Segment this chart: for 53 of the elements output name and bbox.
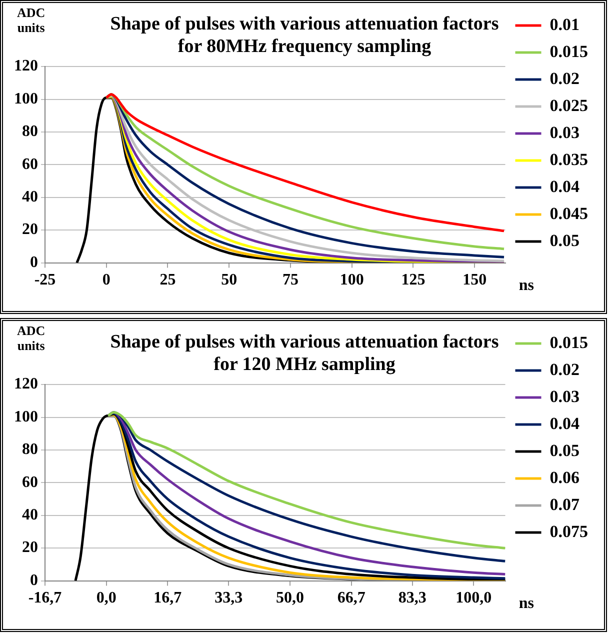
legend-label: 0.035	[550, 150, 588, 169]
y-tick-label: 120	[14, 376, 38, 393]
legend-label: 0.015	[550, 332, 588, 352]
y-tick-label: 80	[22, 441, 38, 458]
x-tick-label: 100	[340, 272, 364, 289]
legend-label: 0.06	[550, 468, 580, 487]
legend-label: 0.04	[550, 414, 580, 433]
legend-label: 0.01	[550, 14, 580, 34]
x-tick-label: 75	[282, 272, 298, 289]
legend-label: 0.03	[550, 386, 580, 406]
x-axis-title: ns	[518, 277, 534, 295]
x-tick-label: 50	[221, 272, 238, 289]
legend-label: 0.05	[550, 440, 580, 460]
y-tick-label: 20	[22, 539, 38, 556]
x-tick-label: -25	[34, 272, 56, 289]
y-tick-label: 80	[22, 123, 38, 140]
y-tick-label: 40	[22, 506, 38, 524]
x-tick-label: -16,7	[28, 590, 62, 607]
y-tick-label: 40	[22, 188, 38, 206]
legend-label: 0.075	[550, 522, 588, 541]
x-tick-label: 125	[401, 272, 426, 289]
legend-label: 0.045	[550, 204, 588, 223]
chart-title: Shape of pulses with various attenuation factors for 80MHz frequency sampling	[110, 13, 499, 58]
x-tick-label: 100,0	[456, 590, 492, 607]
x-tick-label: 0,0	[96, 590, 116, 607]
legend-label: 0.02	[550, 360, 580, 379]
legend-label: 0.04	[550, 176, 580, 196]
x-tick-label: 16,7	[154, 590, 182, 607]
y-tick-label: 120	[14, 58, 38, 75]
y-axis-title: ADC units	[17, 323, 46, 353]
x-tick-label: 33,3	[214, 590, 243, 607]
y-tick-label: 60	[22, 474, 38, 491]
y-axis-title: ADC units	[17, 5, 46, 35]
y-tick-label: 60	[22, 156, 38, 173]
legend-label: 0.025	[550, 96, 588, 115]
y-tick-label: 100	[14, 408, 38, 426]
legend-label: 0.015	[550, 42, 588, 61]
chart-title: Shape of pulses with various attenuation factors for 120 MHz sampling	[110, 331, 499, 376]
x-tick-label: 50,0	[276, 590, 304, 607]
x-tick-label: 0	[102, 272, 110, 289]
y-tick-label: 0	[30, 254, 38, 271]
legend-label: 0.05	[550, 230, 580, 250]
y-tick-label: 0	[30, 572, 38, 589]
legend-label: 0.03	[550, 122, 580, 142]
x-tick-label: 66,7	[337, 590, 366, 607]
legend-label: 0.07	[550, 494, 580, 514]
x-tick-label: 150	[462, 272, 487, 289]
x-axis-title: ns	[518, 595, 534, 613]
x-tick-label: 83,3	[398, 590, 426, 607]
y-tick-label: 100	[14, 90, 38, 108]
x-tick-label: 25	[160, 272, 176, 289]
y-tick-label: 20	[22, 221, 38, 238]
legend-label: 0.02	[550, 68, 580, 88]
